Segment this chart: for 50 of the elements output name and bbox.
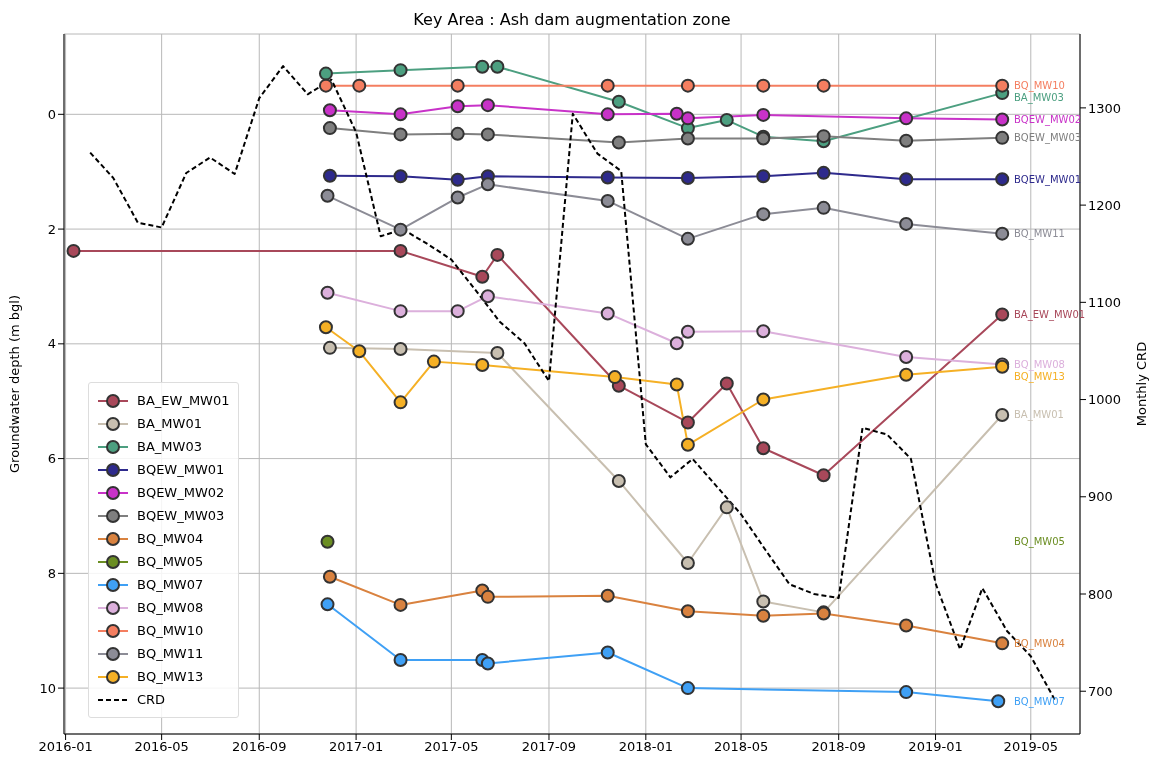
- x-tick-label: 2017-05: [424, 739, 479, 755]
- text: BQ_MW08: [1014, 358, 1065, 370]
- text: BA_MW01: [1014, 409, 1064, 421]
- text: BQ_MW11: [1014, 228, 1065, 240]
- x-tick-label: 2016-05: [134, 739, 189, 755]
- chart-title: Key Area : Ash dam augmentation zone: [412, 10, 732, 29]
- y-axis-title: Groundwater depth (m bgl): [6, 294, 22, 474]
- x-tick-label: 2018-05: [713, 739, 769, 755]
- y2-tick-label: 1000: [1088, 392, 1122, 408]
- text: BQ_MW10: [1014, 80, 1065, 92]
- legend-label: BQEW_MW02: [137, 485, 225, 500]
- text: BQ_MW07: [1014, 695, 1065, 707]
- text: BQ_MW04: [1014, 637, 1065, 649]
- text: BA_MW03: [1014, 92, 1064, 104]
- y2-tick-label: 1300: [1088, 100, 1122, 116]
- legend-label: BQ_MW13: [137, 669, 204, 684]
- x-tick-label: 2017-01: [328, 739, 384, 755]
- x-tick-label: 2016-09: [232, 739, 287, 755]
- legend-label: BQEW_MW03: [137, 508, 225, 523]
- y2-tick-label: 800: [1088, 586, 1113, 602]
- legend-label: BQ_MW08: [137, 600, 204, 615]
- y-tick-label: 8: [47, 565, 56, 581]
- y-tick-label: 0: [47, 106, 56, 122]
- legend-label: BQ_MW11: [137, 646, 204, 661]
- x-tick-label: 2019-05: [1003, 739, 1058, 755]
- x-tick-label: 2017-09: [521, 739, 577, 755]
- legend-label: BA_MW03: [137, 439, 202, 454]
- legend-label: BQ_MW05: [137, 554, 204, 569]
- y-tick-label: 4: [47, 336, 56, 352]
- y2-tick-label: 900: [1088, 489, 1113, 505]
- legend-label: BQEW_MW01: [137, 462, 225, 477]
- legend-label: CRD: [137, 692, 166, 707]
- legend-label: BQ_MW04: [137, 531, 204, 546]
- text: BQ_MW05: [1014, 536, 1065, 548]
- legend-label: BA_EW_MW01: [137, 393, 230, 408]
- x-tick-label: 2018-09: [811, 739, 866, 755]
- y2-tick-label: 700: [1088, 683, 1113, 699]
- y2-axis-title: Monthly CRD: [1133, 341, 1149, 427]
- y-tick-label: 10: [39, 680, 56, 696]
- x-tick-label: 2016-01: [38, 739, 93, 755]
- y2-tick-label: 1100: [1088, 294, 1122, 310]
- y2-tick-label: 1200: [1088, 197, 1122, 213]
- text: BQ_MW13: [1014, 370, 1065, 382]
- x-tick-label: 2018-01: [618, 739, 673, 755]
- legend-label: BQ_MW07: [137, 577, 204, 592]
- legend-label: BQ_MW10: [137, 623, 204, 638]
- y-tick-label: 2: [47, 221, 56, 237]
- legend-label: BA_MW01: [137, 416, 202, 431]
- y-tick-label: 6: [47, 451, 56, 467]
- x-tick-label: 2019-01: [908, 739, 963, 755]
